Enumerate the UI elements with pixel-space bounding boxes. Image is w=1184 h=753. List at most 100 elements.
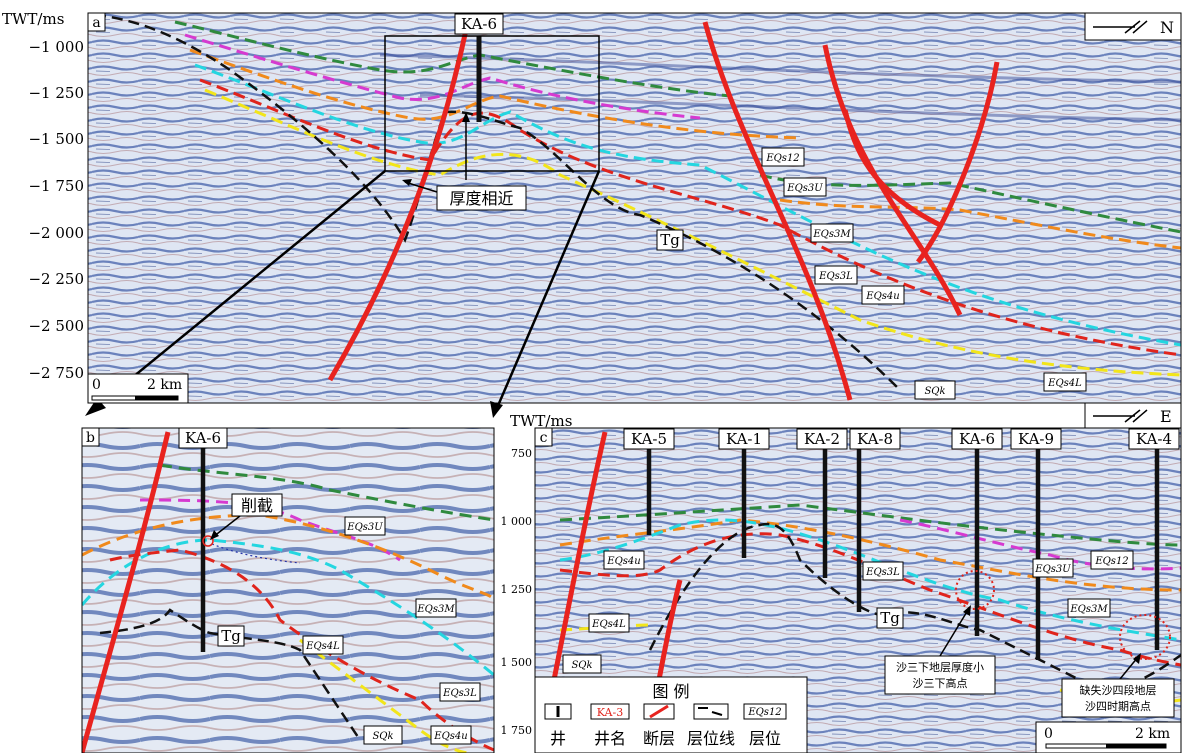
horizon-labels-a: EQs12 EQs3U EQs3M EQs3L EQs4u SQk EQs4L bbox=[761, 147, 1087, 400]
east-label: E bbox=[1160, 407, 1172, 426]
horizon-labels-b: EQs3U EQs3M EQs4L EQs3L SQk EQs4u bbox=[302, 516, 481, 745]
note-2-line-1: 缺失沙四段地层 bbox=[1080, 683, 1157, 697]
horizon-label-c-1: EQs4u bbox=[606, 556, 640, 567]
legend-label-horizon: 层位 bbox=[749, 729, 781, 748]
panel-a-y-axis: TWT/ms −1 000 −1 250 −1 500 −1 750 −2 00… bbox=[2, 10, 84, 382]
scale-a-zero: 0 bbox=[92, 377, 101, 393]
horizon-label-b-1: EQs3U bbox=[346, 522, 383, 533]
horizon-green-a bbox=[174, 20, 731, 98]
tg-label-a: Tg bbox=[660, 231, 680, 249]
well-label-ka8: KA-8 bbox=[857, 430, 893, 448]
tick-a-7: −2 500 bbox=[28, 317, 84, 335]
axis-title-c: TWT/ms bbox=[510, 412, 572, 430]
note-1-arrow bbox=[939, 609, 969, 657]
tick-a-8: −2 750 bbox=[28, 364, 84, 382]
east-arrow-icon bbox=[1093, 409, 1148, 423]
fault-c1 bbox=[547, 431, 608, 701]
axis-title-a: TWT/ms bbox=[2, 10, 64, 28]
horizon-magenta-b bbox=[139, 498, 401, 562]
well-label-ka5: KA-5 bbox=[631, 430, 667, 448]
well-label-ka9: KA-9 bbox=[1018, 430, 1054, 448]
tick-c-3: 1 250 bbox=[501, 583, 533, 596]
zoom-arrow-right bbox=[495, 170, 601, 409]
horizon-label-b-2: EQs3M bbox=[416, 604, 455, 615]
tick-a-3: −1 500 bbox=[28, 130, 84, 148]
legend-label-well-name: 井名 bbox=[594, 729, 626, 748]
note-box-2 bbox=[1061, 678, 1175, 718]
horizon-orange-a2 bbox=[779, 198, 1181, 250]
legend-label-well: 井 bbox=[550, 729, 566, 748]
horizon-label-a-2: EQs3U bbox=[786, 183, 823, 194]
horizon-label-c-4: EQs12 bbox=[1094, 556, 1128, 567]
well-label-ka6-c: KA-6 bbox=[959, 430, 995, 448]
fault-a1 bbox=[327, 29, 469, 382]
legend-horizon-sample: EQs12 bbox=[747, 707, 781, 718]
legend-label-horizon-line: 层位线 bbox=[687, 729, 735, 748]
zoom-box-a bbox=[384, 35, 600, 172]
horizon-tg-b bbox=[99, 608, 362, 741]
horizon-label-c-2: EQs3L bbox=[865, 567, 900, 578]
horizon-red-a bbox=[199, 78, 1181, 357]
truncation-circle-b bbox=[202, 535, 214, 547]
tick-c-2: 1 000 bbox=[501, 515, 533, 528]
horizon-green-b bbox=[159, 463, 494, 522]
legend: 图 例 KA-3 EQs12 井 井名 断层 层位线 层位 bbox=[534, 676, 808, 753]
note-2-line-2: 沙四时期高点 bbox=[1085, 699, 1151, 713]
well-label-ka2: KA-2 bbox=[804, 430, 840, 448]
scale-c-zero: 0 bbox=[1044, 726, 1053, 742]
panel-a bbox=[85, 12, 1182, 418]
annotation-thickness: 厚度相近 bbox=[449, 189, 513, 208]
horizon-labels-c: EQs4u EQs3L EQs3U EQs12 EQs3M EQs4L SQk bbox=[562, 550, 1134, 674]
horizon-label-a-6: SQk bbox=[924, 386, 945, 397]
horizon-red-b bbox=[109, 548, 494, 752]
legend-horizon-line-symbol bbox=[693, 703, 729, 720]
horizon-label-a-7: EQs4L bbox=[1047, 378, 1082, 389]
horizon-label-c-6: EQs4L bbox=[591, 619, 626, 630]
tick-a-1: −1 000 bbox=[28, 38, 84, 56]
zoom-arrow-right-head bbox=[490, 401, 503, 418]
horizon-yellow-a bbox=[204, 88, 1181, 377]
fault-a2 bbox=[702, 21, 853, 401]
panel-label-a: a bbox=[92, 15, 100, 31]
scale-a-label: 2 km bbox=[147, 377, 182, 393]
well-labels-c: KA-5 KA-1 KA-2 KA-8 KA-6 KA-9 KA-4 bbox=[623, 428, 1180, 450]
tick-c-5: 1 750 bbox=[501, 724, 533, 737]
well-label-ka6-b: KA-6 bbox=[185, 429, 221, 447]
horizon-label-c-7: SQk bbox=[571, 660, 592, 671]
horizon-label-b-3: EQs4L bbox=[305, 641, 340, 652]
zoom-arrow-left bbox=[94, 170, 386, 409]
highlight-circle-1 bbox=[955, 570, 995, 610]
panel-label-c: c bbox=[540, 430, 548, 446]
annotation-truncation: 削截 bbox=[241, 496, 273, 515]
north-arrow-icon bbox=[1093, 20, 1148, 34]
horizon-label-a-1: EQs12 bbox=[765, 153, 799, 164]
horizon-label-c-3: EQs3U bbox=[1034, 564, 1071, 575]
note-1-line-1: 沙三下地层厚度小 bbox=[896, 660, 984, 674]
horizon-label-c-5: EQs3M bbox=[1069, 604, 1108, 615]
legend-label-fault: 断层 bbox=[643, 729, 675, 748]
horizon-label-a-4: EQs3L bbox=[818, 271, 853, 282]
dotted-truncation-b bbox=[211, 543, 301, 564]
legend-well-name-sample: KA-3 bbox=[597, 706, 623, 719]
horizon-label-b-5: SQk bbox=[372, 731, 393, 742]
tick-a-4: −1 750 bbox=[28, 177, 84, 195]
legend-title: 图 例 bbox=[652, 682, 689, 701]
fault-b bbox=[82, 431, 171, 753]
well-label-ka1: KA-1 bbox=[726, 430, 762, 448]
panel-label-b: b bbox=[86, 430, 95, 446]
fault-a3 bbox=[822, 44, 963, 317]
horizon-red-c bbox=[559, 532, 1181, 667]
horizon-cyan-b bbox=[82, 538, 494, 677]
tg-label-c: Tg bbox=[880, 609, 900, 627]
horizon-label-a-3: EQs3M bbox=[812, 229, 851, 240]
horizon-cyan-a bbox=[194, 63, 1181, 347]
north-label: N bbox=[1160, 18, 1174, 37]
tick-a-5: −2 000 bbox=[28, 224, 84, 242]
truncation-arrow bbox=[212, 515, 241, 538]
panel-c-y-axis: 750 1 000 1 250 1 500 1 750 bbox=[501, 447, 533, 737]
well-label-ka4: KA-4 bbox=[1136, 430, 1172, 448]
horizon-magenta-c bbox=[899, 518, 1181, 571]
thickness-arrow-1 bbox=[404, 181, 438, 193]
horizon-green-c bbox=[559, 503, 1181, 547]
fault-a4 bbox=[842, 109, 942, 228]
